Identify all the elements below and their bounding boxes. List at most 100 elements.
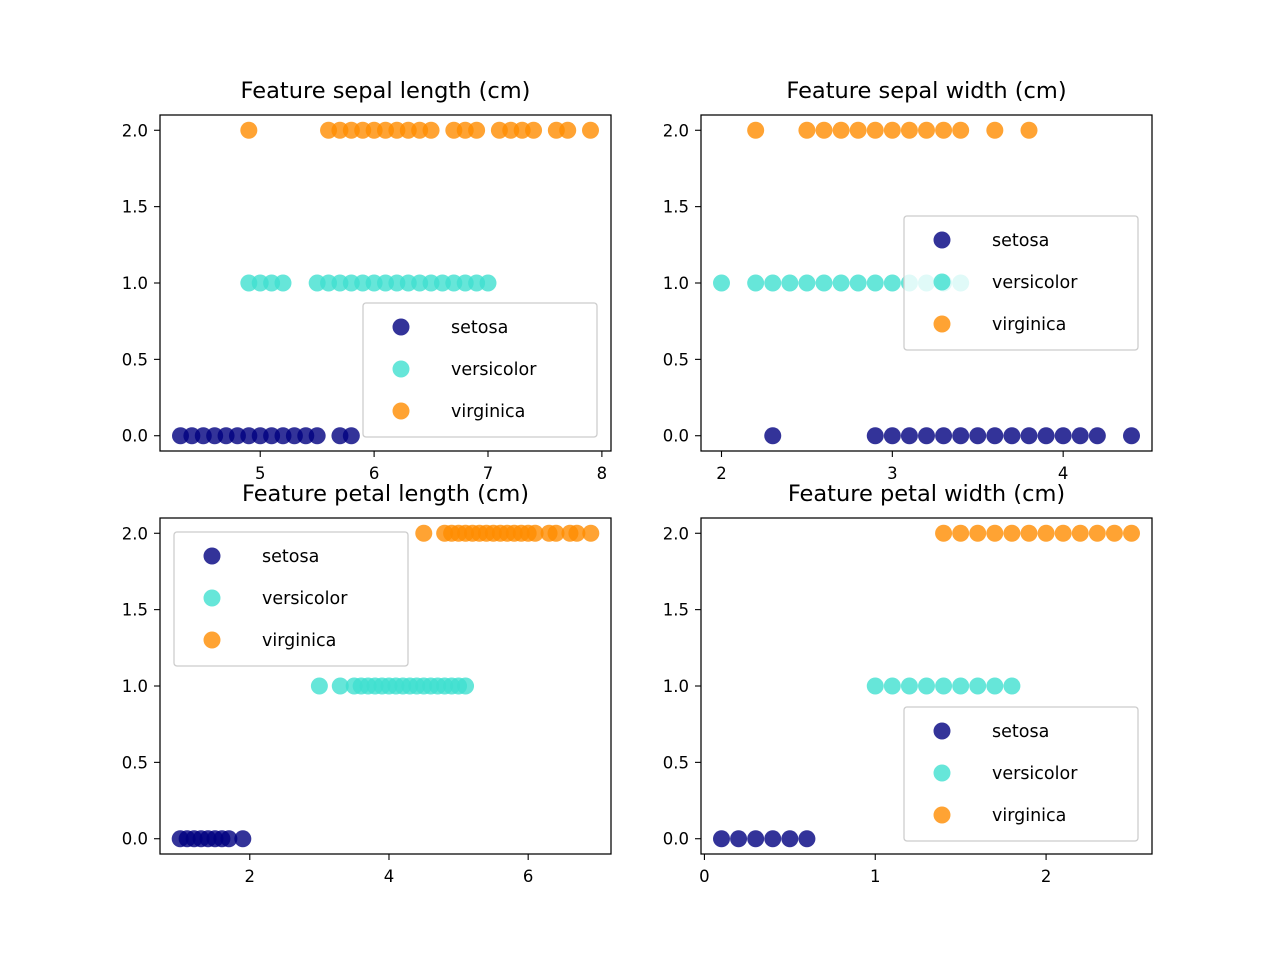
data-point-setosa	[918, 427, 935, 445]
data-point-versicolor	[815, 274, 833, 292]
subplot-3: 2 4 6 0.0 0.5 1.0 1.5 2.0 Feature petal length (…	[122, 481, 612, 886]
legend: setosa versicolor virginica	[173, 531, 409, 667]
y-tick-label: 0.5	[663, 753, 689, 772]
data-point-virginica	[526, 524, 544, 542]
data-point-virginica	[1020, 121, 1038, 139]
legend-label-setosa: setosa	[451, 318, 508, 338]
y-tick-label: 1.5	[663, 198, 689, 217]
data-point-setosa	[1003, 427, 1021, 445]
legend-label-setosa: setosa	[992, 722, 1049, 742]
x-tick-label: 6	[523, 867, 534, 886]
data-point-virginica	[866, 121, 884, 139]
data-point-virginica	[832, 121, 850, 139]
data-point-virginica	[415, 524, 433, 542]
data-point-virginica	[952, 121, 970, 139]
data-point-versicolor	[274, 274, 292, 292]
y-tick-label: 2.0	[122, 524, 148, 543]
y-tick-label: 0.0	[663, 830, 689, 849]
legend-marker-versicolor	[933, 273, 951, 291]
data-point-virginica	[568, 524, 586, 542]
legend-marker-virginica	[392, 402, 410, 420]
data-point-virginica	[1071, 524, 1089, 542]
data-point-versicolor	[331, 677, 349, 695]
chart-title: Feature petal width (cm)	[788, 481, 1065, 507]
x-tick-label: 4	[384, 867, 395, 886]
data-point-versicolor	[883, 274, 901, 292]
data-point-virginica	[969, 524, 987, 542]
x-tick-label: 1	[870, 867, 881, 886]
data-point-virginica	[1123, 524, 1140, 542]
y-tick-label: 0.5	[122, 753, 148, 772]
y-tick-label: 0.0	[122, 830, 148, 849]
data-point-virginica	[815, 121, 833, 139]
data-point-virginica	[1020, 524, 1038, 542]
y-tick-label: 0.0	[663, 427, 689, 446]
data-point-setosa	[713, 830, 730, 848]
legend-marker-setosa	[392, 318, 410, 336]
legend-marker-virginica	[933, 806, 951, 824]
legend-marker-virginica	[933, 315, 951, 333]
data-point-setosa	[935, 427, 953, 445]
data-point-virginica	[935, 524, 953, 542]
data-point-versicolor	[479, 274, 497, 292]
data-point-setosa	[1020, 427, 1038, 445]
y-tick-label: 0.5	[663, 350, 689, 369]
y-tick-label: 1.0	[663, 677, 689, 696]
data-point-setosa	[234, 830, 252, 848]
data-point-virginica	[849, 121, 867, 139]
y-tick-label: 1.5	[122, 198, 148, 217]
data-point-setosa	[342, 427, 360, 445]
data-point-virginica	[1088, 524, 1106, 542]
data-point-virginica	[935, 121, 953, 139]
legend-marker-versicolor	[392, 360, 410, 378]
x-tick-label: 5	[255, 464, 266, 483]
data-point-virginica	[559, 121, 577, 139]
data-point-versicolor	[866, 677, 884, 695]
data-point-virginica	[582, 524, 600, 542]
legend-marker-setosa	[933, 722, 951, 740]
data-point-versicolor	[798, 274, 816, 292]
legend: setosa versicolor virginica	[362, 302, 598, 438]
legend-label-virginica: virginica	[992, 806, 1066, 826]
data-point-setosa	[730, 830, 748, 848]
x-tick-label: 2	[1041, 867, 1052, 886]
chart-title: Feature sepal length (cm)	[241, 78, 531, 104]
data-point-virginica	[582, 121, 599, 139]
data-point-versicolor	[969, 677, 987, 695]
subplot-4: 0 1 2 0.0 0.5 1.0 1.5 2.0 Feature petal width (c…	[663, 481, 1153, 886]
data-point-virginica	[952, 524, 970, 542]
data-point-versicolor	[764, 274, 782, 292]
data-point-virginica	[547, 524, 565, 542]
legend-box	[362, 302, 598, 438]
legend-label-versicolor: versicolor	[992, 764, 1078, 784]
y-tick-label: 0.0	[122, 427, 148, 446]
data-point-setosa	[883, 427, 901, 445]
data-point-setosa	[220, 830, 238, 848]
data-point-virginica	[747, 121, 765, 139]
data-point-setosa	[798, 830, 816, 848]
data-point-virginica	[525, 121, 543, 139]
data-point-versicolor	[781, 274, 799, 292]
x-tick-label: 6	[369, 464, 380, 483]
data-point-virginica	[900, 121, 918, 139]
legend-box	[173, 531, 409, 667]
x-tick-label: 2	[245, 867, 256, 886]
legend: setosa versicolor virginica	[903, 706, 1139, 842]
y-tick-label: 2.0	[663, 121, 689, 140]
data-point-setosa	[900, 427, 918, 445]
y-tick-label: 1.0	[122, 677, 148, 696]
legend-label-virginica: virginica	[451, 402, 525, 422]
legend-label-setosa: setosa	[992, 231, 1049, 251]
data-point-setosa	[1088, 427, 1106, 445]
subplot-2: 2 3 4 0.0 0.5 1.0 1.5 2.0 Feature sepal width (c…	[663, 78, 1153, 483]
legend-marker-setosa	[933, 231, 951, 249]
data-point-setosa	[764, 830, 782, 848]
data-point-versicolor	[832, 274, 850, 292]
data-point-virginica	[1037, 524, 1055, 542]
legend-marker-versicolor	[203, 589, 221, 607]
legend-box	[903, 215, 1139, 351]
legend: setosa versicolor virginica	[903, 215, 1139, 351]
data-point-versicolor	[849, 274, 867, 292]
y-tick-label: 2.0	[122, 121, 148, 140]
